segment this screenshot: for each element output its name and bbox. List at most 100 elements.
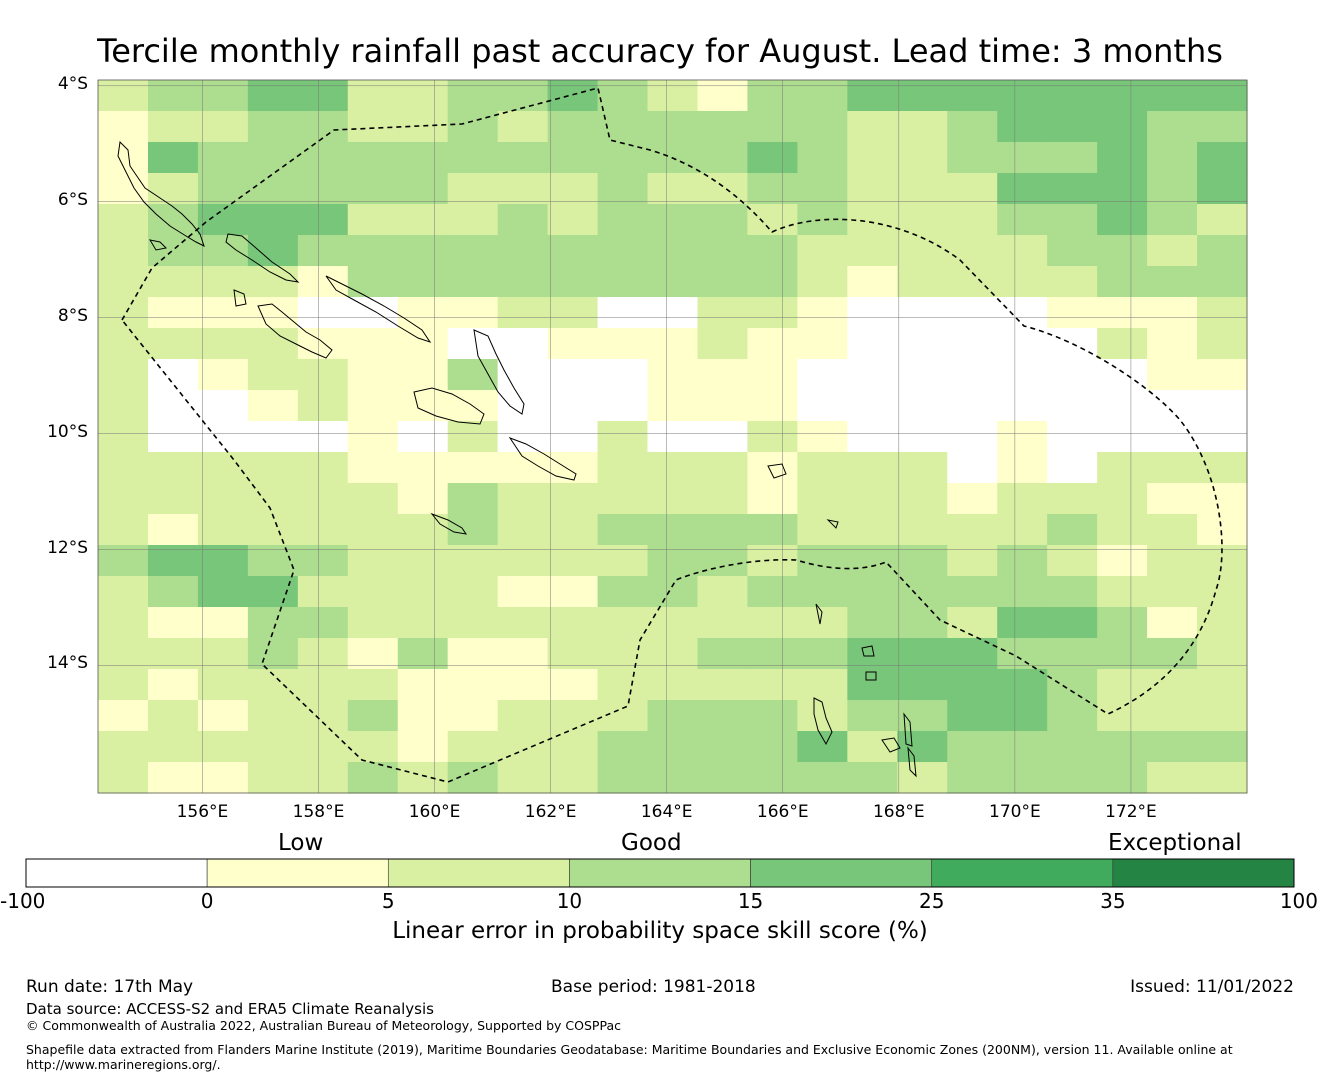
skill-cell [1147,328,1198,360]
skill-cell [1047,700,1098,732]
skill-cell [597,700,649,732]
skill-cell [497,328,549,360]
colorbar-tick-label: 100 [1279,889,1318,913]
skill-cell [98,576,149,608]
skill-cell [547,80,599,112]
skill-cell [1097,111,1148,143]
skill-cell [1097,390,1148,422]
skill-cell [247,607,299,639]
skill-cell [697,328,749,360]
colorbar-segment [931,858,1114,888]
legend-category-good: Good [621,830,682,856]
skill-cell [897,235,948,267]
skill-cell [197,514,249,546]
skill-cell [347,328,399,360]
skill-cell [347,700,399,732]
skill-cell [747,483,798,515]
skill-cell [1147,297,1198,329]
colorbar-segment [206,858,389,888]
skill-cell [647,173,699,205]
skill-cell [997,514,1048,546]
skill-cell [98,607,149,639]
skill-cell [397,111,449,143]
skill-cell [797,638,848,670]
skill-cell [497,359,549,391]
data-source: Data source: ACCESS-S2 and ERA5 Climate … [26,1000,434,1018]
vanuatu-torres-islands [815,603,823,625]
skill-cell [547,235,599,267]
skill-cell [697,483,749,515]
skill-cell [1097,421,1148,453]
latitude-label: 12°S [47,537,88,558]
skill-cell [997,390,1048,422]
skill-cell [997,607,1048,639]
skill-cell [797,235,848,267]
skill-cell [397,514,449,546]
skill-cell [347,235,399,267]
skill-cell [147,266,199,298]
skill-cell [847,638,898,670]
skill-cell [347,204,399,236]
colorbar-tick-label: -100 [0,889,46,913]
skill-cell [1147,359,1198,391]
skill-cell [897,359,948,391]
skill-cell [247,359,299,391]
skill-cell [1147,731,1198,763]
skill-cell [447,483,499,515]
skill-cell [747,452,798,484]
skill-cell [997,173,1048,205]
skill-cell [247,700,299,732]
skill-cell [597,576,649,608]
skill-cell [397,607,449,639]
skill-cell [697,297,749,329]
skill-cell [1047,576,1098,608]
skill-cell [447,638,499,670]
skill-cell [98,669,149,701]
skill-cell [497,669,549,701]
skill-cell [947,762,998,794]
santa-cruz-islands [767,463,787,479]
skill-cell [297,731,349,763]
skill-cell [647,80,699,112]
vanuatu-banks-islands [826,519,839,529]
skill-cell [847,421,898,453]
legend-category-low: Low [278,830,324,856]
solomon-islands-makira [508,436,577,481]
vanuatu-espiritu-santo [813,697,833,746]
skill-cell [947,173,998,205]
skill-cell [997,297,1048,329]
skill-cell [747,111,798,143]
solomon-islands-vella-lavella [233,289,247,307]
skill-cell [98,80,149,112]
skill-cell [797,142,848,174]
skill-cell [497,607,549,639]
skill-cell [297,80,349,112]
skill-cell [947,452,998,484]
skill-cell [98,390,149,422]
skill-cell [197,483,249,515]
skill-cell [147,669,199,701]
skill-cell [647,266,699,298]
skill-cell [98,297,149,329]
skill-cell [347,390,399,422]
skill-cell [1097,359,1148,391]
skill-cell [1047,638,1098,670]
skill-cell [947,421,998,453]
skill-cell [747,638,798,670]
skill-cell [497,142,549,174]
skill-cell [247,483,299,515]
skill-cell [1147,80,1198,112]
bougainville-island [117,140,205,247]
skill-cell [397,204,449,236]
skill-cell [447,297,499,329]
skill-cell [447,142,499,174]
skill-cell [997,359,1048,391]
skill-cell [547,142,599,174]
skill-cell [897,762,948,794]
skill-cell [747,390,798,422]
skill-cell [397,297,449,329]
skill-cell [1097,266,1148,298]
skill-cell [1097,483,1148,515]
skill-cell [197,328,249,360]
skill-cell [147,173,199,205]
